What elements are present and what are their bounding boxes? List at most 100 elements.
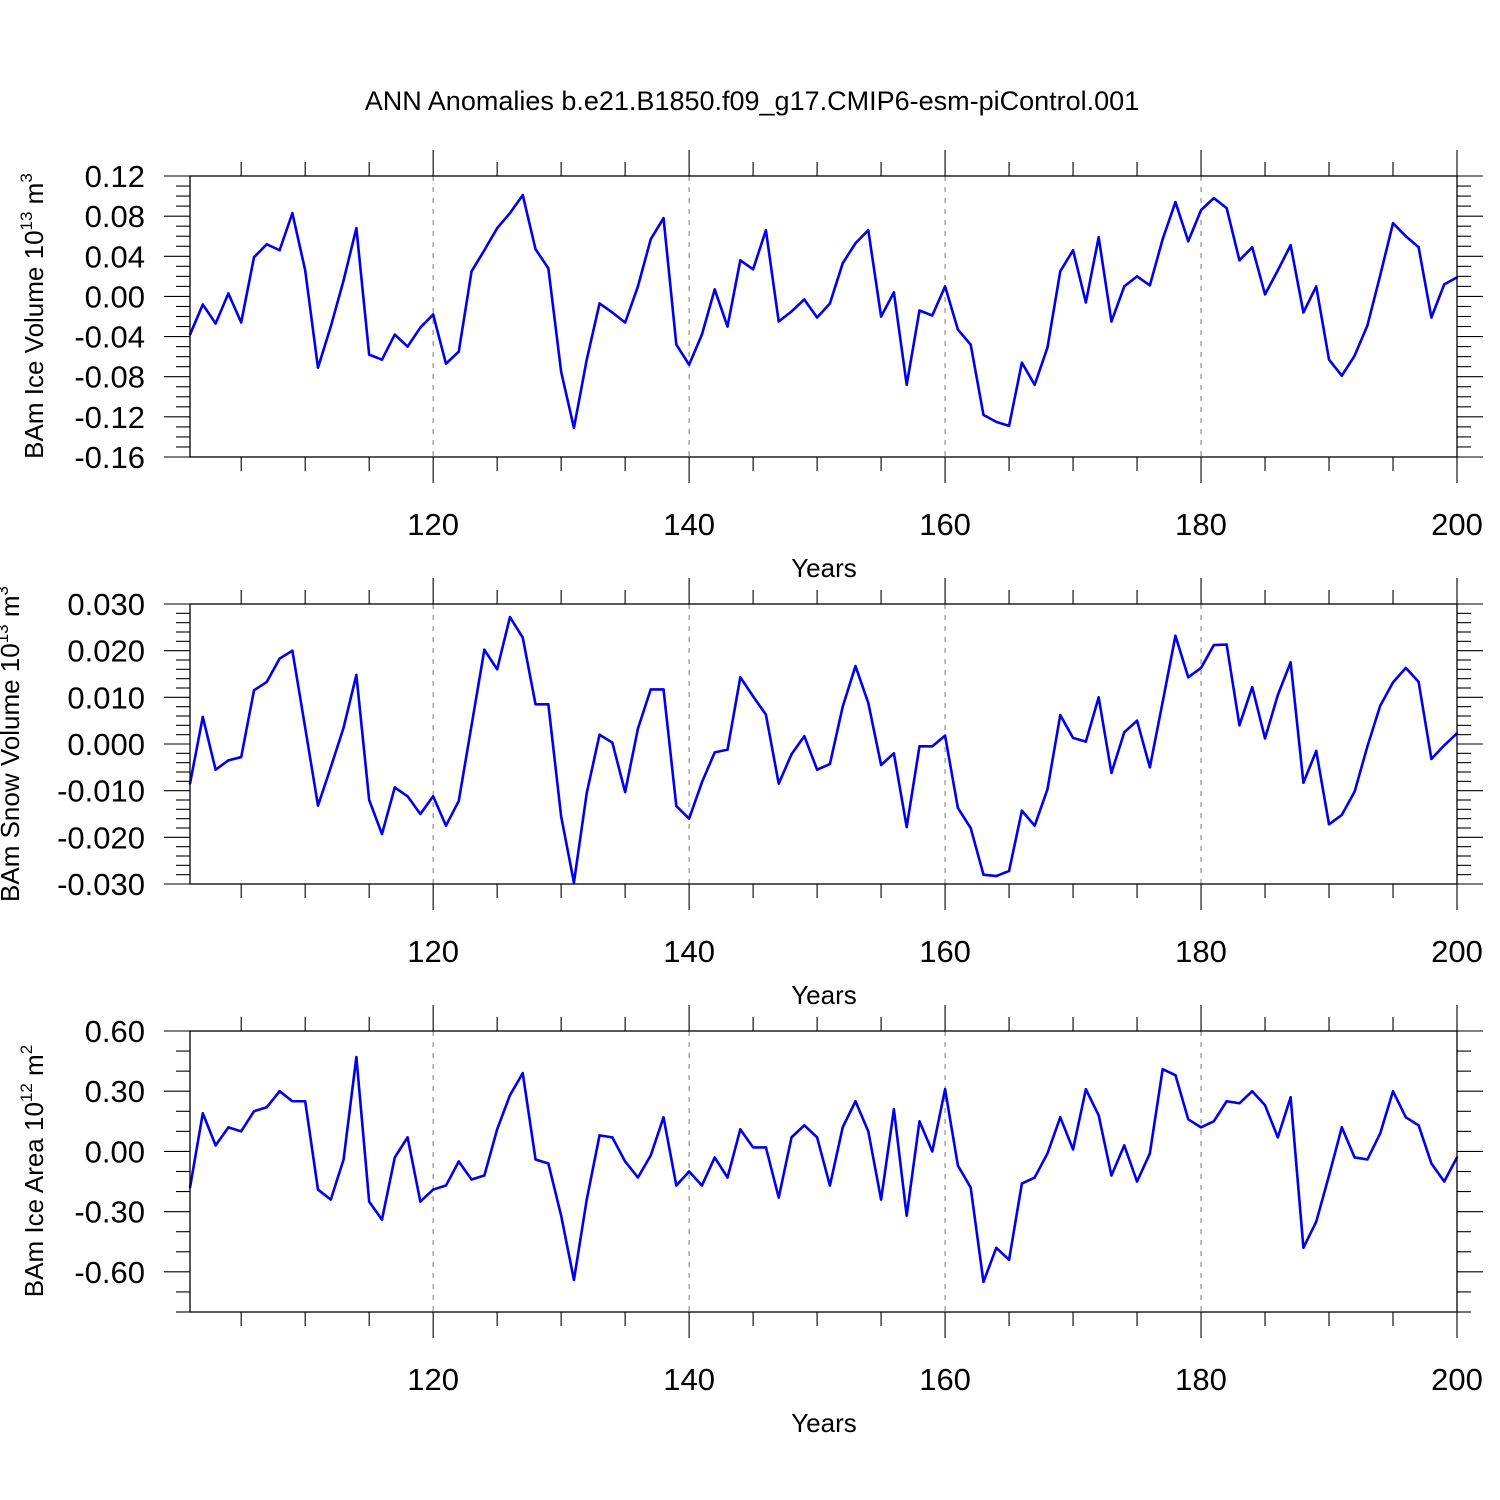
data-point [1148,766,1152,769]
data-point [1276,269,1280,272]
data-point [1161,700,1164,704]
data-point [406,1136,409,1139]
data-point [739,259,742,262]
y-tick-label: 0.010 [67,680,145,715]
data-point [969,343,972,346]
data-point [380,1218,384,1221]
data-point [252,689,256,692]
data-point [483,249,486,252]
data-point [1443,1180,1446,1183]
data-point [867,1130,870,1133]
data-point [649,238,652,241]
data-point [905,1214,908,1217]
data-point [1212,643,1216,647]
data-point [214,322,217,325]
data-point [1417,246,1420,249]
data-point [1046,788,1049,791]
data-point [585,1198,588,1201]
data-point [1289,1096,1292,1099]
data-point [227,1126,230,1129]
y-tick-label: 0.08 [85,199,145,234]
data-point [265,243,268,246]
data-point [1225,206,1228,210]
data-point [559,815,563,818]
data-point [892,752,896,755]
data-point [598,733,601,736]
data-point [1020,361,1024,364]
data-point [483,1174,486,1177]
data-point [1263,1104,1267,1107]
y-tick-label: -0.04 [74,320,145,355]
y-tick-label: 0.30 [85,1074,145,1109]
data-point [815,768,819,771]
data-point [585,791,588,795]
data-point [1199,1126,1203,1129]
data-point [1430,316,1433,319]
data-point [1430,1162,1433,1165]
data-point [675,1184,678,1187]
x-tick-label: 160 [919,507,971,542]
data-point [726,1176,729,1179]
data-point [508,211,512,215]
data-point [1007,424,1011,428]
data-point [1251,246,1254,249]
data-point [931,745,934,748]
data-point [1148,1152,1152,1155]
data-point [1033,1176,1036,1179]
y-tick-label: -0.020 [57,820,145,855]
data-point [316,366,320,369]
data-point [1263,737,1267,740]
data-point [329,1198,332,1201]
data-point [751,695,755,698]
data-point [828,302,832,305]
data-point [803,298,806,301]
data-point [611,311,614,314]
data-point [393,333,396,336]
y-tick-label: 0.030 [67,587,145,622]
data-point [1084,301,1088,304]
x-axis-label: Years [791,553,857,583]
data-point [1123,731,1126,734]
data-point [1238,259,1241,262]
data-point [534,248,537,251]
data-point [790,310,793,313]
data-point [367,353,371,356]
data-point [393,786,396,789]
data-point [534,703,537,706]
data-point [1123,285,1126,288]
y-tick-label: 0.04 [85,239,145,274]
data-point [265,680,268,684]
data-point [841,705,844,708]
data-point [636,1176,640,1179]
data-point [201,303,204,306]
y-tick-label: -0.030 [57,867,145,902]
data-point [1033,383,1036,386]
data-point [700,333,704,336]
data-point [700,781,704,784]
data-point [892,1108,896,1111]
data-point [713,1156,716,1159]
y-tick-label: 0.60 [85,1014,145,1049]
data-point [1302,781,1305,784]
data-point [521,636,524,639]
y-tick-label: 0.00 [85,279,145,314]
data-point [662,1116,665,1119]
data-point [1135,1180,1139,1183]
data-point [995,874,998,878]
data-point [1302,311,1305,314]
data-point [214,768,217,771]
data-point [918,745,921,748]
data-point [790,1136,793,1139]
data-point [252,256,256,259]
y-axis-label: BAm Ice Volume 1013 m3 [17,173,49,459]
data-point [457,1160,460,1163]
series-line-ice-area [188,1055,1459,1284]
data-point [303,1100,307,1103]
data-point [1417,1124,1420,1127]
panel-snow-volume: -0.030 -0.020 -0.010 0.000 0.010 0.020 0.030 12… [0,578,1483,1010]
data-point [879,1198,883,1201]
data-point [572,1278,576,1282]
data-point [828,762,832,766]
data-point [713,288,716,291]
data-point [867,701,870,705]
